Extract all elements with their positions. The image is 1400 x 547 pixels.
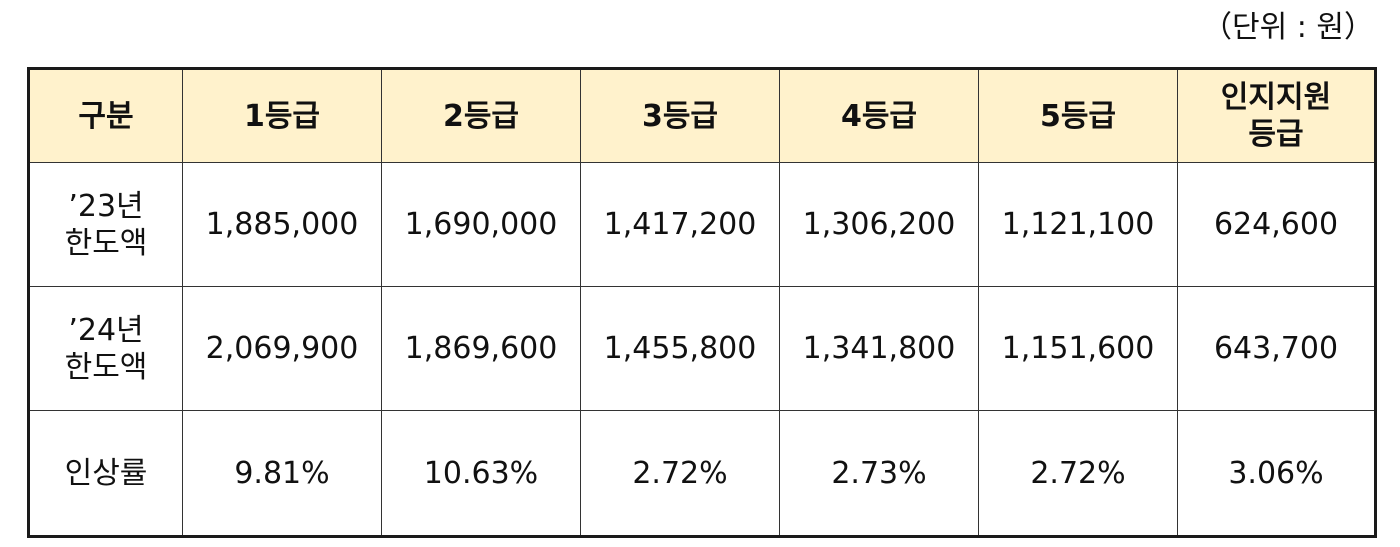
row-label: 인상률 [28, 410, 183, 537]
row-label: ’24년 한도액 [28, 286, 183, 411]
table-cell: 2.72% [978, 410, 1178, 537]
table-cell: 10.63% [381, 410, 581, 537]
table-row-2023-limit: ’23년 한도액 1,885,000 1,690,000 1,417,200 1… [28, 162, 1376, 287]
table-cell: 624,600 [1177, 162, 1376, 287]
header-cognitive-support-grade: 인지지원 등급 [1177, 68, 1376, 163]
table-cell: 1,885,000 [182, 162, 382, 287]
table-cell: 9.81% [182, 410, 382, 537]
table-cell: 1,306,200 [779, 162, 979, 287]
table-row-2024-limit: ’24년 한도액 2,069,900 1,869,600 1,455,800 1… [28, 286, 1376, 411]
table-row-increase-rate: 인상률 9.81% 10.63% 2.72% 2.73% 2.72% 3.06% [28, 410, 1376, 537]
header-category: 구분 [28, 68, 183, 163]
table-cell: 1,869,600 [381, 286, 581, 411]
header-grade-1: 1등급 [182, 68, 382, 163]
table-cell: 1,151,600 [978, 286, 1178, 411]
header-row: 구분 1등급 2등급 3등급 4등급 5등급 인지지원 등급 [28, 68, 1376, 163]
header-grade-3: 3등급 [580, 68, 780, 163]
table-cell: 643,700 [1177, 286, 1376, 411]
unit-note: （단위 : 원） [1202, 10, 1374, 45]
table-cell: 1,690,000 [381, 162, 581, 287]
table-cell: 2.72% [580, 410, 780, 537]
table-cell: 2,069,900 [182, 286, 382, 411]
care-grade-limit-table: 구분 1등급 2등급 3등급 4등급 5등급 인지지원 등급 ’23년 한도액 … [27, 67, 1377, 538]
table-cell: 1,121,100 [978, 162, 1178, 287]
header-grade-5: 5등급 [978, 68, 1178, 163]
header-grade-2: 2등급 [381, 68, 581, 163]
table-cell: 1,417,200 [580, 162, 780, 287]
header-grade-4: 4등급 [779, 68, 979, 163]
table-cell: 3.06% [1177, 410, 1376, 537]
table-cell: 1,341,800 [779, 286, 979, 411]
table-cell: 1,455,800 [580, 286, 780, 411]
table-cell: 2.73% [779, 410, 979, 537]
row-label: ’23년 한도액 [28, 162, 183, 287]
